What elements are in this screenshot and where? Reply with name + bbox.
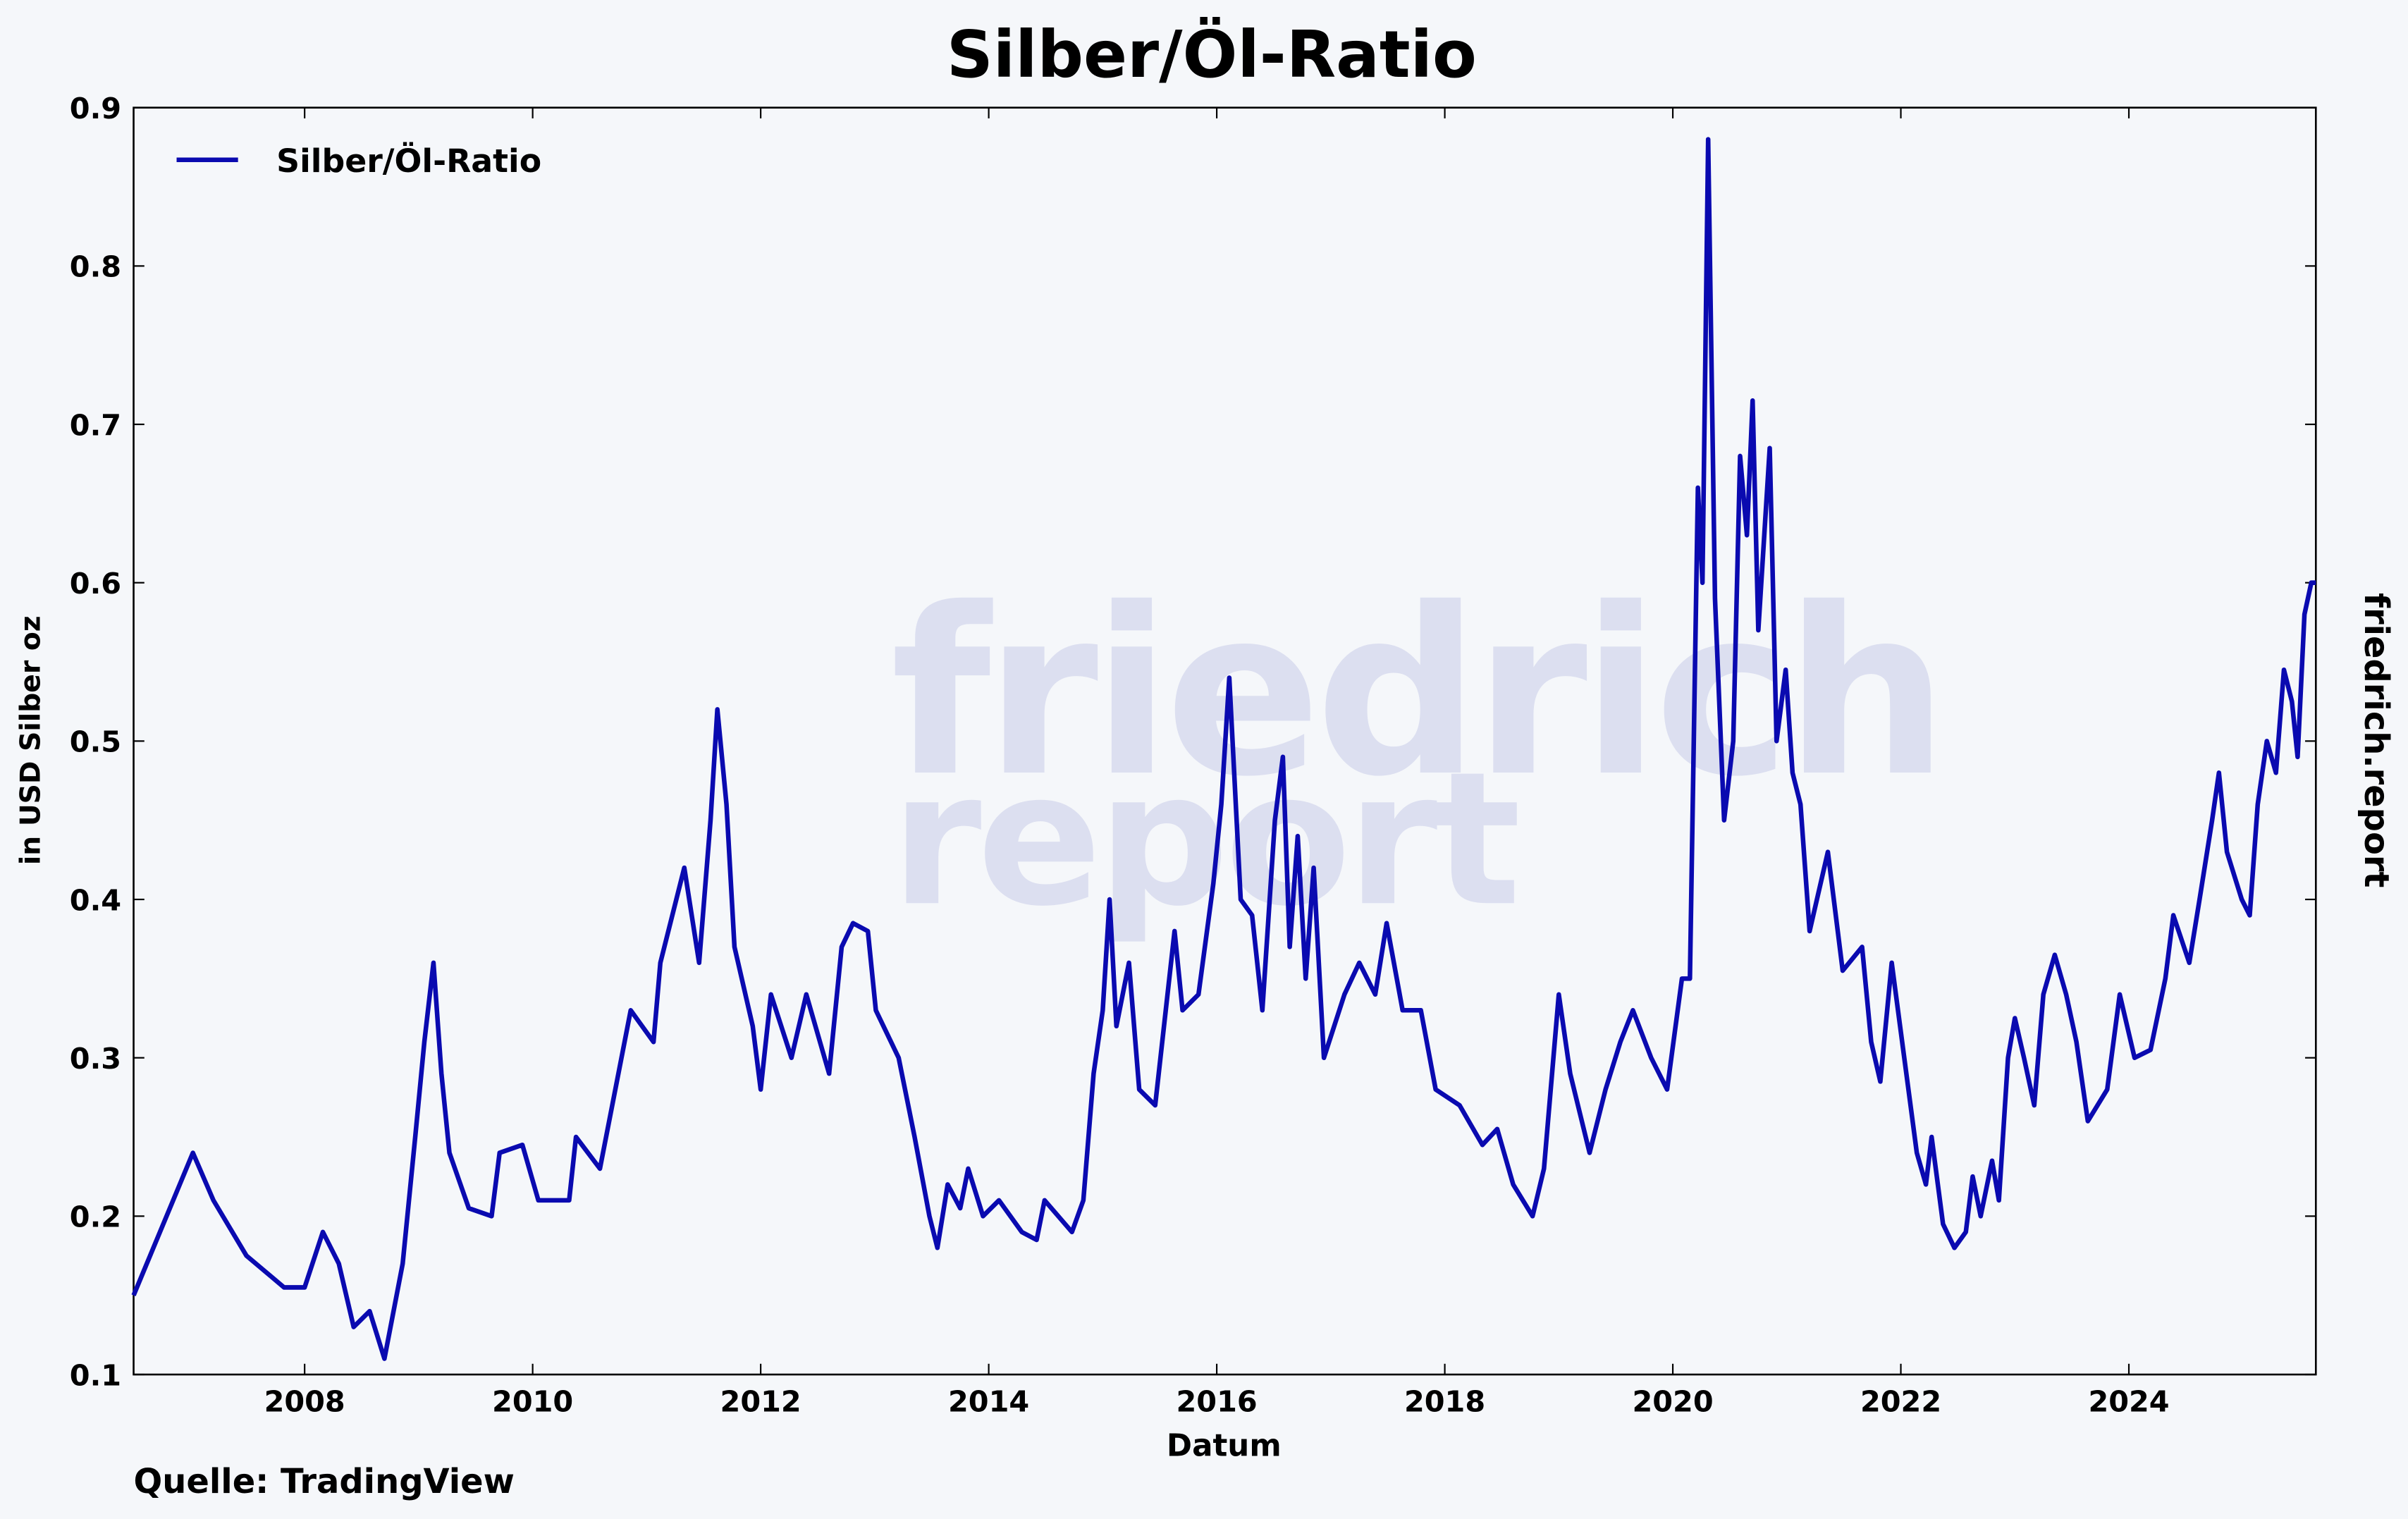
y-tick-label: 0.1 (70, 1358, 121, 1392)
x-tick-label: 2020 (1632, 1384, 1713, 1418)
y-tick-label: 0.3 (70, 1042, 121, 1076)
data-line (131, 137, 2316, 1361)
x-tick-label: 2010 (492, 1384, 573, 1418)
legend-label: Silber/Öl-Ratio (276, 142, 541, 180)
y-tick-label: 0.5 (70, 725, 121, 759)
x-tick-label: 2012 (720, 1384, 801, 1418)
y-axis-label: in USD Silber oz (16, 615, 47, 865)
x-tick-label: 2022 (1860, 1384, 1941, 1418)
y-tick-label: 0.2 (70, 1200, 121, 1234)
y-tick-label: 0.8 (70, 250, 121, 284)
x-tick-label: 2016 (1177, 1384, 1258, 1418)
y-tick-label: 0.6 (70, 567, 121, 601)
y-tick-label: 0.7 (70, 408, 121, 442)
side-label: friedrich.report (2357, 593, 2395, 887)
x-axis-label: Datum (1167, 1428, 1282, 1463)
x-tick-label: 2024 (2088, 1384, 2169, 1418)
chart-title: Silber/Öl-Ratio (947, 17, 1477, 92)
x-tick-label: 2008 (264, 1384, 345, 1418)
y-tick-label: 0.9 (70, 92, 121, 125)
x-tick-label: 2018 (1404, 1384, 1485, 1418)
watermark: report (891, 732, 1520, 947)
x-tick-label: 2014 (948, 1384, 1029, 1418)
y-tick-label: 0.4 (70, 883, 121, 917)
source: Quelle: TradingView (134, 1463, 515, 1501)
